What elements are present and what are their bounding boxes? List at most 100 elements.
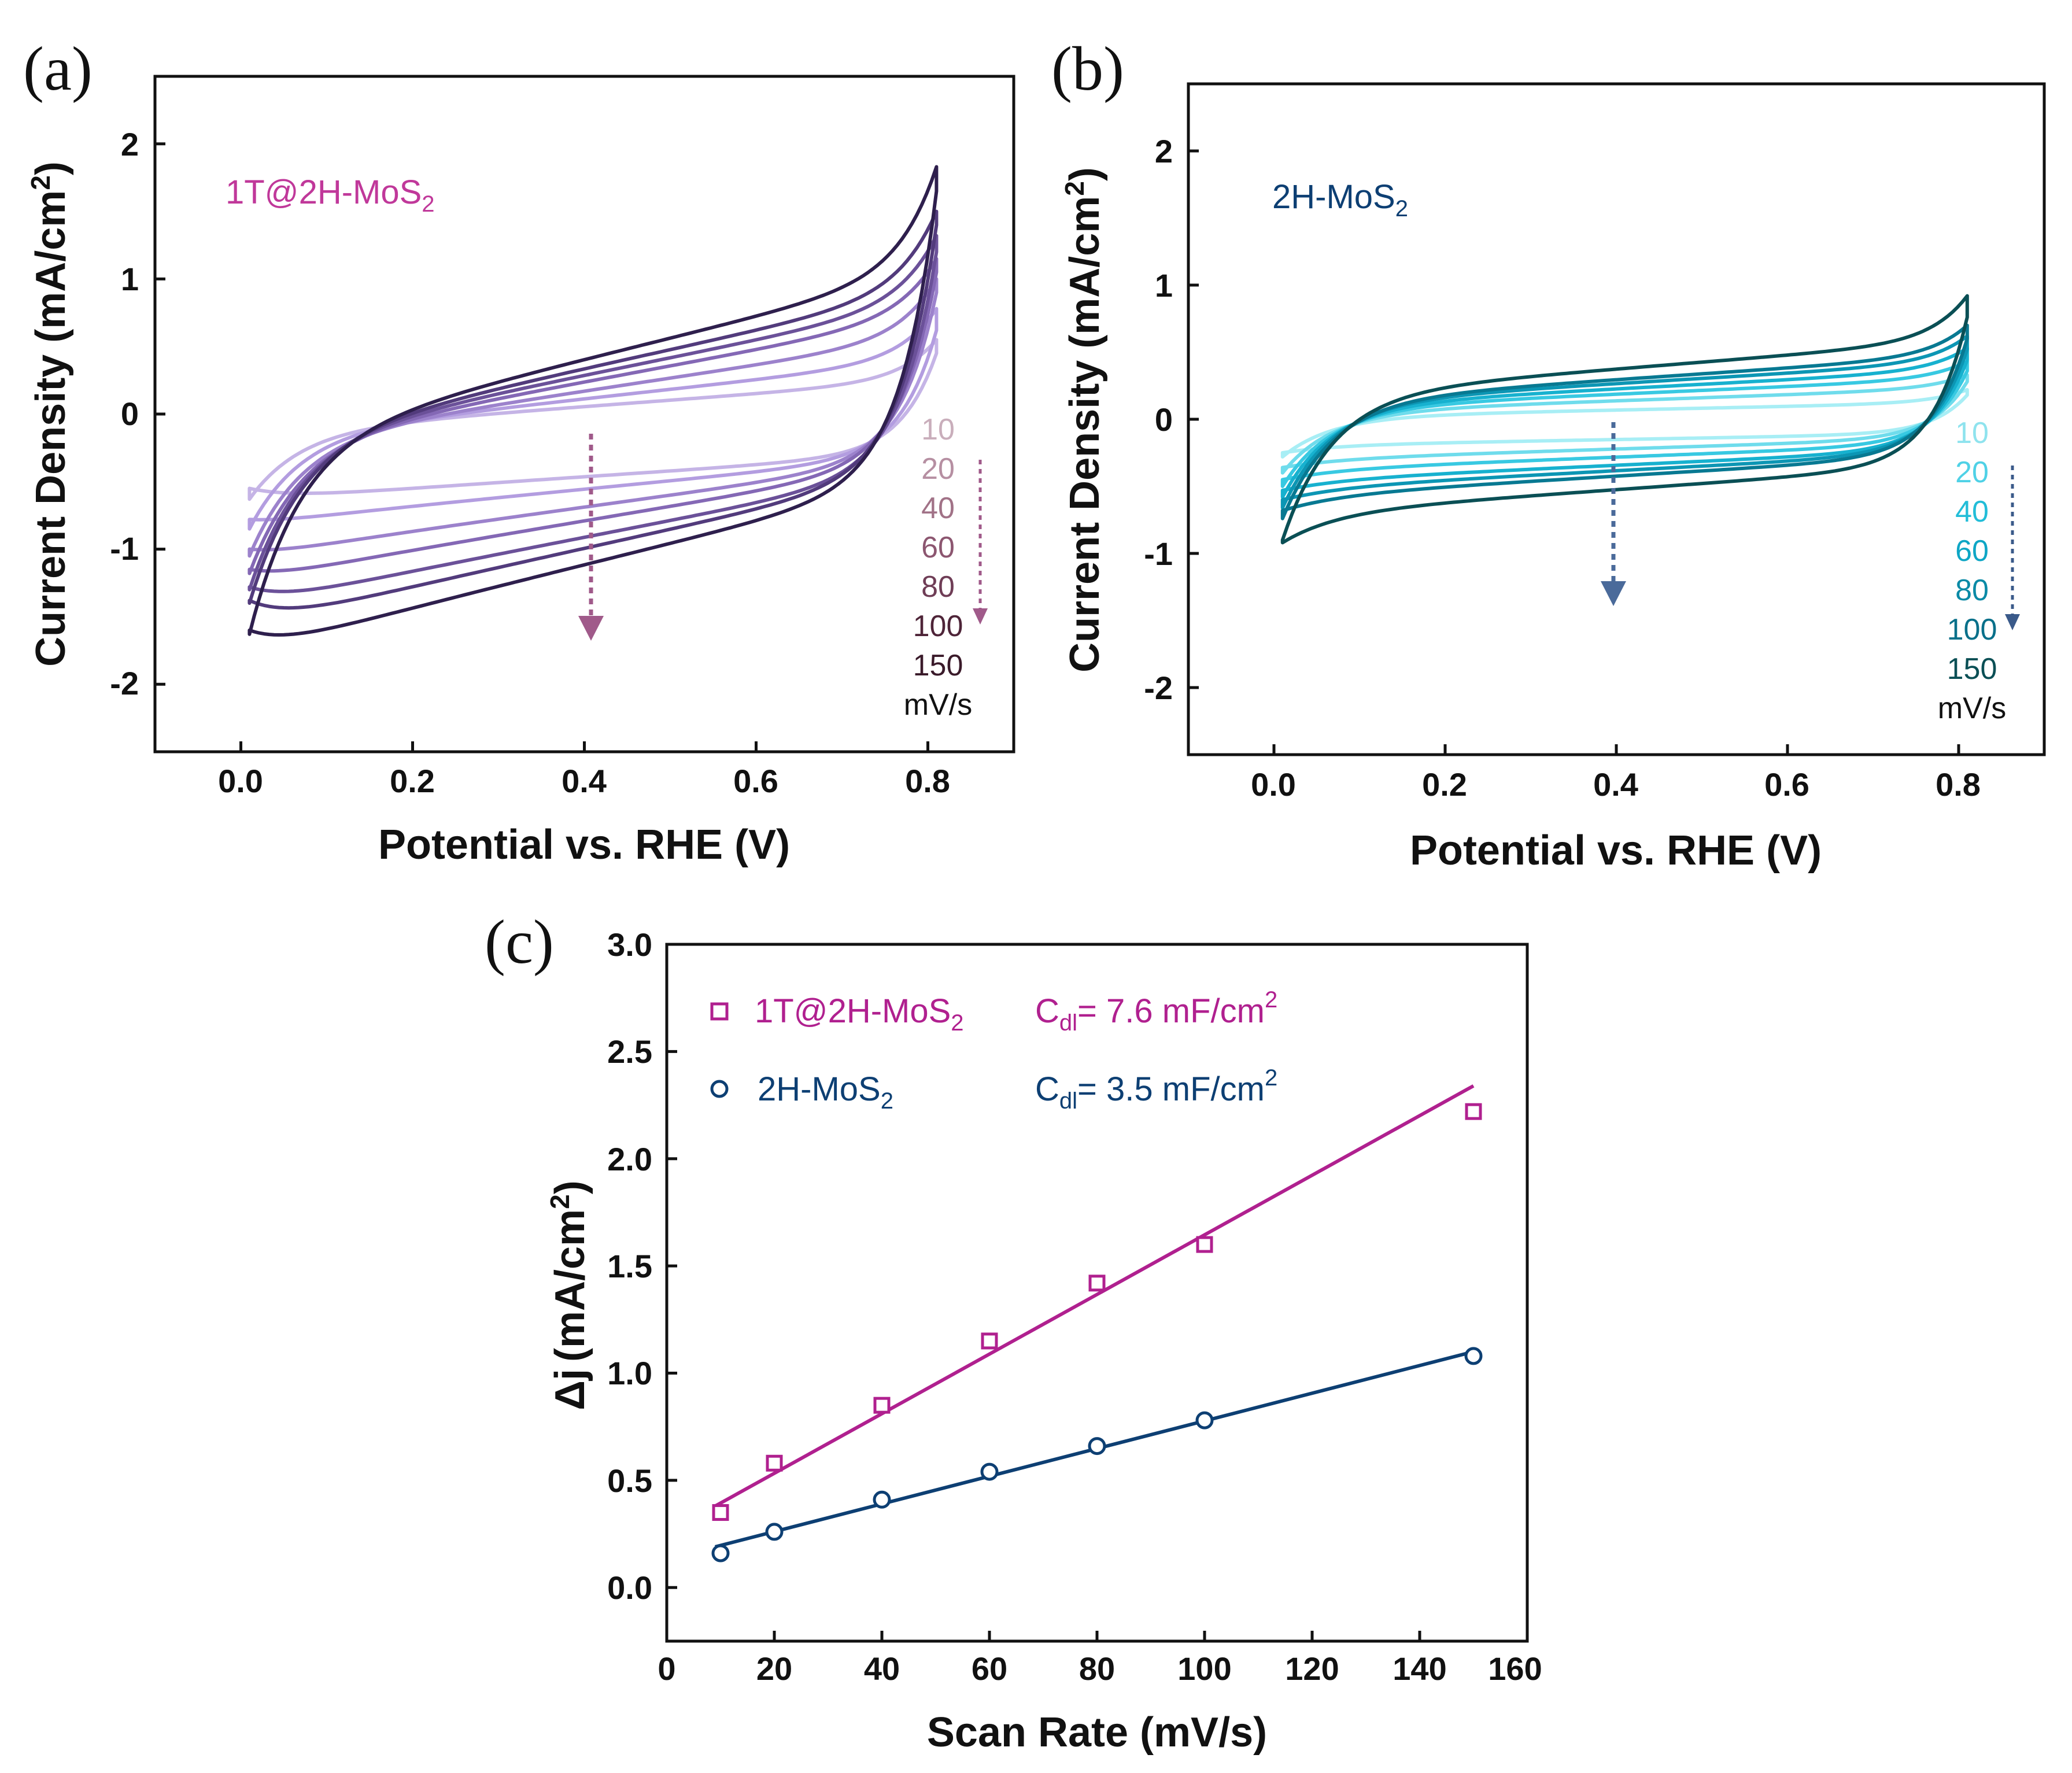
panel-b: (b) 0.0 0.2 0.4 0.6 0.8 2 1 0 -1 -2 2H-M… (1051, 35, 2046, 874)
axis-ticks-c: 0 20 40 60 80 100 120 140 160 3.0 2.5 2.… (607, 926, 1542, 1687)
x-tick-label: 40 (864, 1650, 900, 1687)
data-point-circle (980, 1462, 999, 1481)
rate-label: 80 (921, 570, 955, 604)
rate-label: 20 (1955, 456, 1989, 489)
rate-label: 100 (1947, 613, 1997, 647)
data-point-circle (711, 1544, 730, 1563)
y-axis-title-b: Current Density (mA/cm2) (1059, 167, 1108, 673)
legend-label-1T: 1T@2H-MoS2 (755, 992, 964, 1036)
center-arrow-a (578, 434, 604, 641)
data-point-square (766, 1454, 783, 1472)
cv-curves-a (248, 165, 939, 637)
cv-curve-60 (1280, 346, 1969, 499)
y-tick-label: 0.0 (607, 1569, 652, 1606)
x-tick-label: 0.2 (1422, 766, 1467, 803)
data-point-square (981, 1332, 998, 1350)
data-point-circle (1195, 1411, 1214, 1430)
data-point-circle (1088, 1437, 1106, 1456)
legend-circle-marker (710, 1080, 729, 1098)
data-point-square (712, 1504, 729, 1521)
y-tick-label: 1 (1155, 267, 1173, 304)
legend-c: 1T@2H-MoS2 Cdl= 7.6 mF/cm2 2H-MoS2 Cdl= … (710, 987, 1277, 1114)
center-arrow-b (1601, 422, 1626, 606)
x-axis-title-b: Potential vs. RHE (V) (1410, 828, 1822, 874)
x-tick-label: 140 (1393, 1650, 1446, 1687)
rate-unit: mV/s (904, 688, 972, 722)
cv-curves-b (1280, 294, 1969, 545)
rate-label: 150 (1947, 652, 1997, 686)
panel-a: (a) 0.0 0.2 0.4 0.6 0.8 2 1 0 -1 -2 1T@2… (23, 35, 1015, 868)
y-tick-label: 2 (1155, 133, 1173, 169)
x-tick-label: 60 (972, 1650, 1007, 1687)
rate-label: 20 (921, 452, 955, 486)
cv-curve-150 (248, 165, 939, 637)
y-tick-label: 1 (121, 261, 139, 297)
data-point-circle (1464, 1347, 1483, 1365)
y-tick-label: -2 (1144, 670, 1173, 706)
x-tick-label: 0.6 (733, 763, 778, 799)
sample-label-b: 2H-MoS2 (1272, 178, 1408, 221)
x-tick-label: 0.0 (218, 763, 263, 799)
rate-label: 60 (1955, 534, 1989, 568)
cdl-label-2H: Cdl= 3.5 mF/cm2 (1035, 1065, 1277, 1114)
y-tick-label: 0.5 (607, 1462, 652, 1499)
data-point-square (873, 1397, 891, 1414)
cv-curve-150 (1280, 294, 1969, 545)
y-axis-title-a: Current Density (mA/cm2) (25, 161, 74, 667)
x-tick-label: 100 (1177, 1650, 1231, 1687)
rate-label: 80 (1955, 574, 1989, 607)
cv-curve-80 (1280, 334, 1969, 510)
y-tick-label: -2 (110, 665, 139, 701)
y-tick-label: 0 (121, 396, 139, 432)
cv-curve-40 (1280, 360, 1969, 488)
cv-curve-100 (1280, 323, 1969, 520)
data-point-square (1088, 1275, 1106, 1292)
y-tick-label: -1 (110, 530, 139, 567)
scatter-plot-c (711, 1084, 1483, 1563)
axis-ticks-a: 0.0 0.2 0.4 0.6 0.8 2 1 0 -1 -2 (110, 126, 950, 799)
cv-curve-20 (1280, 373, 1969, 475)
rate-legend-b: 10 20 40 60 80 100 150 mV/s (1938, 416, 2020, 725)
y-axis-title-c: Δj(mA/cm2) (545, 1180, 593, 1410)
cv-curve-10 (248, 338, 939, 501)
panel-c: (c) 0 20 40 60 80 100 120 140 160 3.0 2.… (485, 908, 1542, 1756)
legend-label-2H: 2H-MoS2 (758, 1070, 893, 1114)
x-tick-label: 0.8 (905, 763, 950, 799)
y-tick-label: 2 (121, 126, 139, 162)
rate-unit: mV/s (1938, 692, 2006, 725)
x-tick-label: 20 (756, 1650, 792, 1687)
cdl-label-1T: Cdl= 7.6 mF/cm2 (1035, 987, 1277, 1036)
x-tick-label: 80 (1079, 1650, 1115, 1687)
x-tick-label: 0.4 (1593, 766, 1638, 803)
fit-line-0 (714, 1084, 1475, 1508)
panel-label-a: (a) (23, 35, 93, 104)
cv-curve-20 (248, 306, 939, 531)
rate-label: 40 (1955, 495, 1989, 529)
x-tick-label: 0.4 (562, 763, 607, 799)
y-tick-label: 2.0 (607, 1141, 652, 1177)
rate-label: 40 (921, 492, 955, 525)
y-tick-label: 1.5 (607, 1248, 652, 1284)
rate-label: 10 (1955, 416, 1989, 450)
rate-label: 60 (921, 531, 955, 564)
x-tick-label: 0.6 (1764, 766, 1809, 803)
panel-label-b: (b) (1051, 35, 1124, 104)
rate-label: 100 (913, 610, 963, 643)
x-tick-label: 0 (658, 1650, 675, 1687)
x-tick-label: 120 (1285, 1650, 1339, 1687)
cv-curve-80 (248, 234, 939, 593)
y-tick-label: 1.0 (607, 1355, 652, 1391)
cv-curve-100 (248, 209, 939, 610)
data-point-circle (873, 1490, 891, 1509)
axis-ticks-b: 0.0 0.2 0.4 0.6 0.8 2 1 0 -1 -2 (1144, 133, 1981, 803)
cv-curve-10 (1280, 388, 1969, 459)
panel-label-c: (c) (485, 908, 554, 977)
x-tick-label: 0.8 (1936, 766, 1981, 803)
sample-label-a: 1T@2H-MoS2 (226, 173, 435, 217)
cv-curve-40 (248, 277, 939, 558)
x-tick-label: 160 (1488, 1650, 1542, 1687)
rate-label: 10 (921, 413, 955, 446)
legend-square-marker (710, 1002, 729, 1021)
y-tick-label: -1 (1144, 535, 1173, 572)
cv-curve-60 (248, 257, 939, 575)
